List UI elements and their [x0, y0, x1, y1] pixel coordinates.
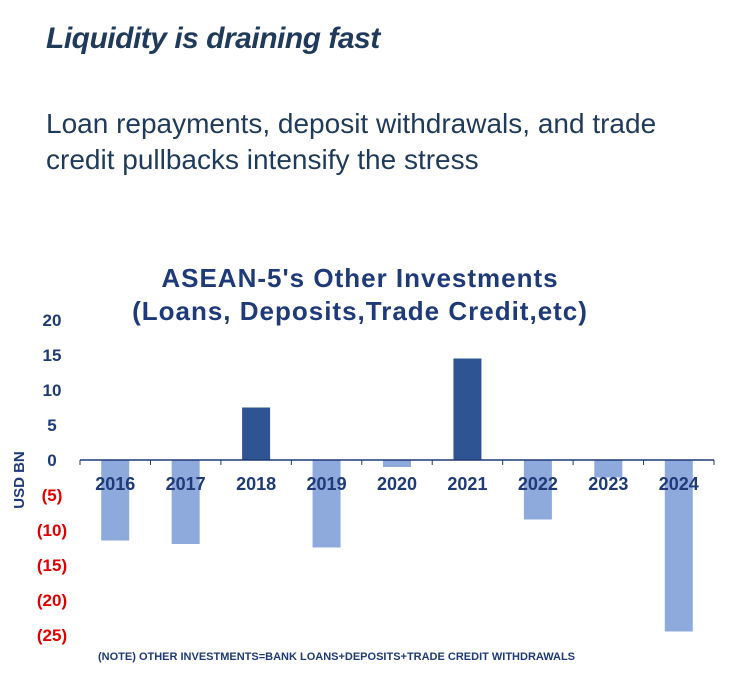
x-tick-label: 2020	[377, 474, 417, 494]
y-tick-label: 20	[43, 311, 62, 330]
y-tick-label: 5	[47, 416, 56, 435]
x-tick-label: 2019	[307, 474, 347, 494]
y-tick-label: (5)	[42, 486, 63, 505]
y-tick-label: 15	[43, 346, 62, 365]
bar-2016	[101, 460, 130, 541]
y-tick-label: 0	[47, 451, 56, 470]
bar-2018	[242, 407, 271, 460]
bar-2019	[312, 460, 341, 548]
y-tick-label: (25)	[37, 626, 67, 645]
x-tick-label: 2023	[588, 474, 628, 494]
bar-2024	[664, 460, 693, 632]
y-axis-label: USD BN	[11, 451, 28, 509]
x-tick-label: 2016	[95, 474, 135, 494]
chart-title-line-2: (Loans, Deposits,Trade Credit,etc)	[132, 296, 588, 326]
bar-2020	[383, 460, 411, 467]
chart-footnote: (NOTE) OTHER INVESTMENTS=BANK LOANS+DEPO…	[98, 651, 575, 663]
x-tick-label: 2024	[659, 474, 699, 494]
y-tick-label: (10)	[37, 521, 67, 540]
x-tick-label: 2018	[236, 474, 276, 494]
bar-2017	[171, 460, 200, 544]
bar-2022	[523, 460, 552, 520]
slide-headline: Liquidity is draining fast	[46, 22, 380, 55]
chart-title: ASEAN-5's Other Investments (Loans, Depo…	[80, 262, 640, 328]
bar-2023	[594, 460, 623, 478]
y-tick-label: 10	[43, 381, 62, 400]
x-tick-label: 2021	[447, 474, 487, 494]
x-tick-label: 2022	[518, 474, 558, 494]
bar-2021	[453, 358, 482, 460]
y-tick-label: (15)	[37, 556, 67, 575]
x-tick-label: 2017	[166, 474, 206, 494]
slide-subtitle: Loan repayments, deposit withdrawals, an…	[46, 108, 657, 175]
chart-title-line-1: ASEAN-5's Other Investments	[161, 263, 559, 293]
y-tick-label: (20)	[37, 591, 67, 610]
